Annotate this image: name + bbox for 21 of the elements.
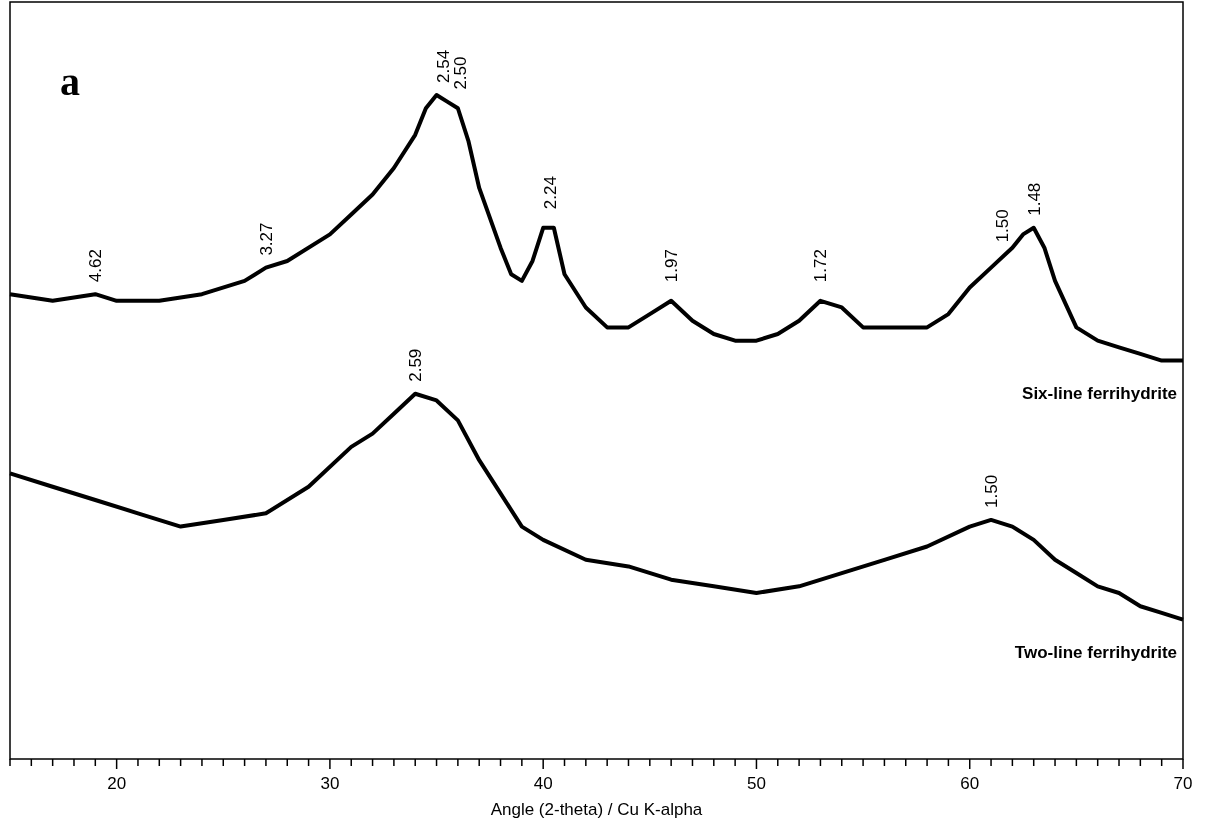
annotation: 2.59 (406, 348, 426, 382)
annotation: 1.72 (811, 249, 831, 283)
x-tick-label: 60 (960, 774, 980, 793)
annotation: 1.48 (1024, 182, 1044, 216)
x-tick-label: 50 (746, 774, 766, 793)
annotation: 2.24 (540, 176, 560, 210)
annotation: 1.50 (992, 209, 1012, 243)
x-axis-title: Angle (2-theta) / Cu K-alpha (490, 800, 703, 819)
x-tick-label: 30 (320, 774, 340, 793)
x-tick-label: 70 (1173, 774, 1193, 793)
annotation: a (60, 59, 80, 104)
x-tick-label: 40 (533, 774, 553, 793)
annotation: 1.97 (662, 249, 682, 283)
annotation: 2.50 (451, 56, 471, 90)
x-tick-label: 20 (107, 774, 127, 793)
annotation: 2.54 (433, 49, 453, 83)
annotation: 1.50 (982, 474, 1002, 508)
series-label: Two-line ferrihydrite (1014, 642, 1177, 662)
annotation: 3.27 (256, 222, 276, 256)
annotation: 4.62 (86, 249, 106, 283)
series-label: Six-line ferrihydrite (1022, 383, 1177, 403)
